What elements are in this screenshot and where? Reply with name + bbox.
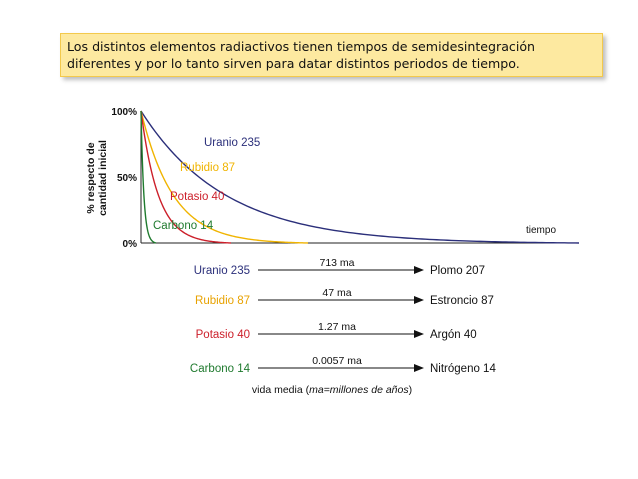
daughter-isotope: Plomo 207 [430,265,485,277]
decay-curve [140,110,309,244]
y-tick-label: 50% [117,173,137,184]
footnote: vida media (ma=millones de años) [252,384,412,396]
arrow-head [414,330,424,338]
table-row: Rubidio 87 47 ma Estroncio 87 [195,287,494,307]
half-life-label: 47 ma [322,287,351,299]
daughter-isotope: Estroncio 87 [430,295,494,307]
series-label: Rubidio 87 [180,162,235,174]
arrow-head [414,296,424,304]
caption-line-1: Los distintos elementos radiactivos tien… [67,39,536,54]
half-life-label: 713 ma [319,257,354,269]
table-row: Carbono 14 0.0057 ma Nitrógeno 14 [190,355,497,375]
parent-isotope: Potasio 40 [196,329,250,341]
arrow-head [414,364,424,372]
series-label: Uranio 235 [204,137,260,149]
y-tick-label: 100% [111,107,137,118]
table-row: Uranio 235 713 ma Plomo 207 [194,257,485,277]
caption-box: Los distintos elementos radiactivos tien… [60,33,603,77]
decay-curve [140,110,580,244]
series-label: Carbono 14 [153,220,214,232]
parent-isotope: Uranio 235 [194,265,250,277]
series-label: Potasio 40 [170,191,224,203]
table-row: Potasio 40 1.27 ma Argón 40 [196,321,477,341]
daughter-isotope: Argón 40 [430,329,477,341]
half-life-label: 0.0057 ma [312,355,362,367]
y-tick-label: 0% [123,239,138,250]
y-axis-label-2: cantidad inicial [97,140,109,216]
parent-isotope: Carbono 14 [190,363,251,375]
half-life-label: 1.27 ma [318,321,356,333]
decay-curve [140,110,157,244]
arrow-head [414,266,424,274]
decay-curve [140,110,232,244]
parent-isotope: Rubidio 87 [195,295,250,307]
x-axis-label: tiempo [526,225,556,236]
y-axis-label-1: % respecto de [85,142,97,213]
caption-line-2: diferentes y por lo tanto sirven para da… [67,56,520,71]
daughter-isotope: Nitrógeno 14 [430,363,496,375]
